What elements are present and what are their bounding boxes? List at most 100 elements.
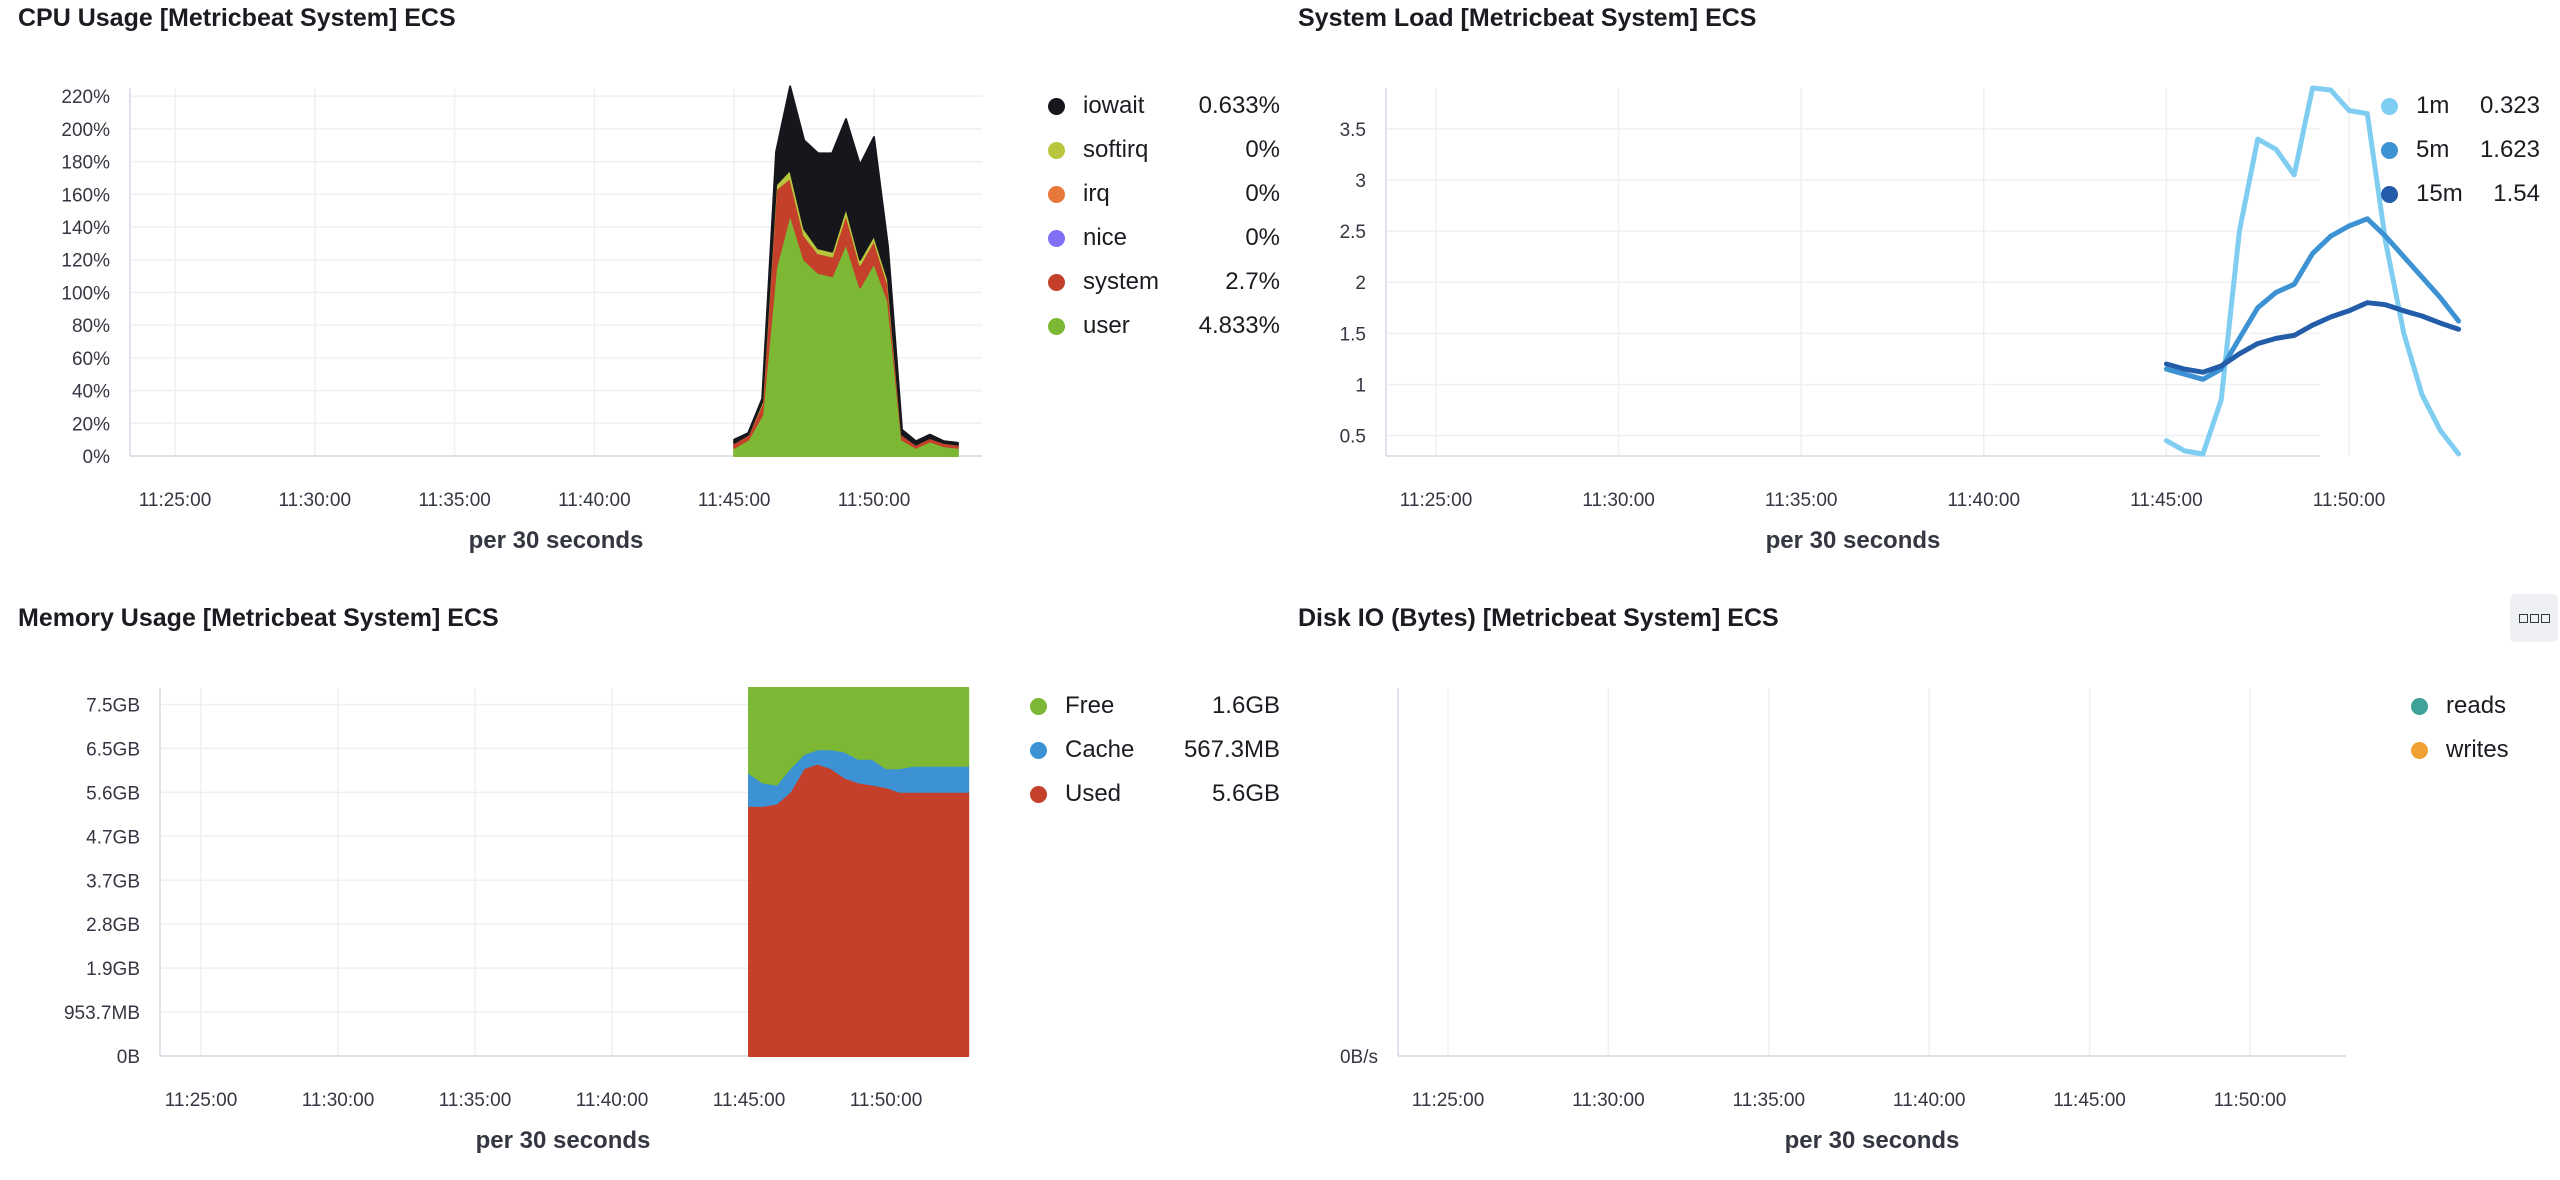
x-tick-label: 11:50:00	[2313, 490, 2386, 511]
legend-item-user[interactable]: user 4.833%	[1048, 309, 1280, 343]
x-tick-label: 11:25:00	[1400, 490, 1473, 511]
series-area-iowait	[733, 85, 959, 446]
legend-item-iowait[interactable]: iowait 0.633%	[1048, 89, 1280, 123]
x-tick-label: 11:30:00	[279, 490, 352, 511]
disk-io-chart: 11:25:00 11:30:00 11:35:00 11:40:00 11:45:00…	[1340, 688, 2346, 1154]
series-line-15m	[2163, 300, 2462, 375]
x-tick-label: 11:25:00	[139, 490, 212, 511]
disk-io-panel: Disk IO (Bytes) [Metricbeat System] ECS …	[1298, 604, 2548, 1174]
panel-title: Disk IO (Bytes) [Metricbeat System] ECS	[1298, 604, 1779, 632]
legend-value: 0%	[1245, 136, 1280, 163]
legend-color-swatch	[2381, 141, 2398, 159]
y-tick-label: 140%	[61, 218, 110, 239]
x-tick-label: 11:45:00	[698, 490, 771, 511]
legend-label: writes	[2446, 736, 2509, 763]
x-tick-label: 11:25:00	[1412, 1090, 1485, 1111]
y-tick-label: 2.8GB	[86, 915, 140, 936]
legend-item-15m[interactable]: 15m 1.54	[2381, 177, 2540, 211]
y-tick-label: 160%	[61, 185, 110, 206]
legend-color-swatch	[1048, 141, 1065, 159]
x-tick-label: 11:30:00	[1572, 1090, 1645, 1111]
x-tick-label: 11:35:00	[1765, 490, 1838, 511]
legend-color-swatch	[1048, 97, 1065, 115]
legend-color-swatch	[2381, 185, 2398, 203]
y-tick-label: 1.5	[1340, 324, 1366, 345]
x-tick-label: 11:30:00	[1582, 490, 1655, 511]
cpu-usage-panel: CPU Usage [Metricbeat System] ECS 11:25:…	[18, 4, 1280, 574]
x-tick-label: 11:40:00	[558, 490, 631, 511]
legend-item-1m[interactable]: 1m 0.323	[2381, 89, 2540, 123]
legend-item-nice[interactable]: nice 0%	[1048, 221, 1280, 255]
x-tick-label: 11:25:00	[165, 1090, 238, 1111]
x-tick-label: 11:30:00	[302, 1090, 375, 1111]
memory-usage-panel: Memory Usage [Metricbeat System] ECS 11:…	[18, 604, 1280, 1174]
legend-label: 1m	[2416, 92, 2450, 119]
x-tick-label: 11:45:00	[2130, 490, 2203, 511]
legend-color-swatch	[1030, 697, 1047, 715]
legend-item-reads[interactable]: reads	[2411, 689, 2540, 723]
legend-label: Free	[1065, 692, 1115, 719]
system-load-chart: 11:25:00 11:30:00 11:35:00 11:40:00 11:45:00…	[1340, 85, 2462, 554]
y-tick-label: 1.9GB	[86, 959, 140, 980]
legend-value: 1.6GB	[1211, 692, 1280, 719]
legend-value: 0.323	[2479, 92, 2540, 119]
x-tick-label: 11:50:00	[838, 490, 911, 511]
x-axis-label: per 30 seconds	[1785, 1127, 1960, 1154]
legend-value: 0.633%	[1198, 92, 1280, 119]
legend-label: softirq	[1083, 136, 1149, 163]
x-tick-label: 11:40:00	[1948, 490, 2021, 511]
legend-value: 567.3MB	[1183, 736, 1280, 763]
legend-color-swatch	[2411, 697, 2428, 715]
legend-label: reads	[2446, 692, 2507, 719]
series-line-1m	[2163, 85, 2462, 457]
legend-label: Cache	[1065, 736, 1135, 763]
legend-item-used[interactable]: Used 5.6GB	[1030, 777, 1280, 811]
legend-item-softirq[interactable]: softirq 0%	[1048, 133, 1280, 167]
panel-options-button[interactable]	[2510, 594, 2558, 642]
x-tick-label: 11:45:00	[2053, 1090, 2126, 1111]
legend-value: 1.623	[2479, 136, 2540, 163]
boxes-horizontal-icon	[2518, 613, 2528, 623]
y-tick-label: 60%	[72, 349, 110, 370]
legend-item-5m[interactable]: 5m 1.623	[2381, 133, 2540, 167]
panel-title: Memory Usage [Metricbeat System] ECS	[18, 604, 499, 632]
legend-label: 5m	[2416, 136, 2450, 163]
legend-item-cache[interactable]: Cache 567.3MB	[1030, 733, 1280, 767]
x-tick-label: 11:40:00	[1893, 1090, 1966, 1111]
cpu-usage-chart: 11:25:00 11:30:00 11:35:00 11:40:00 11:45:00…	[61, 85, 982, 554]
legend-label: nice	[1083, 224, 1128, 251]
series-line-5m	[2163, 216, 2462, 382]
gridlines	[1386, 88, 2350, 456]
y-tick-label: 3	[1355, 171, 1366, 192]
legend-color-swatch	[2381, 97, 2398, 115]
x-tick-label: 11:45:00	[713, 1090, 786, 1111]
legend-item-system[interactable]: system 2.7%	[1048, 265, 1280, 299]
y-tick-label: 2.5	[1340, 222, 1366, 243]
y-tick-label: 3.5	[1340, 120, 1366, 141]
y-tick-label: 0.5	[1340, 427, 1366, 448]
y-tick-label: 4.7GB	[86, 827, 140, 848]
legend-item-writes[interactable]: writes	[2411, 733, 2540, 767]
legend-item-irq[interactable]: irq 0%	[1048, 177, 1280, 211]
memory-usage-chart: 11:25:00 11:30:00 11:35:00 11:40:00 11:45:00…	[64, 687, 970, 1154]
legend-color-swatch	[1048, 229, 1065, 247]
y-tick-label: 0B	[117, 1047, 140, 1068]
legend-value: 2.7%	[1225, 268, 1280, 295]
legend-item-free[interactable]: Free 1.6GB	[1030, 689, 1280, 723]
legend-color-swatch	[2411, 741, 2428, 759]
x-axis-label: per 30 seconds	[476, 1127, 651, 1154]
y-tick-label: 120%	[61, 251, 110, 272]
y-tick-label: 80%	[72, 316, 110, 337]
y-tick-label: 953.7MB	[64, 1003, 140, 1024]
legend-value: 1.54	[2493, 180, 2540, 207]
legend-color-swatch	[1048, 185, 1065, 203]
legend-color-swatch	[1048, 273, 1065, 291]
y-tick-label: 0B/s	[1340, 1047, 1378, 1068]
x-tick-label: 11:50:00	[2214, 1090, 2287, 1111]
x-tick-label: 11:40:00	[576, 1090, 649, 1111]
legend-color-swatch	[1030, 785, 1047, 803]
legend-label: iowait	[1083, 92, 1145, 119]
x-tick-label: 11:50:00	[850, 1090, 923, 1111]
legend-label: 15m	[2416, 180, 2463, 207]
gridlines	[1398, 688, 2346, 1057]
